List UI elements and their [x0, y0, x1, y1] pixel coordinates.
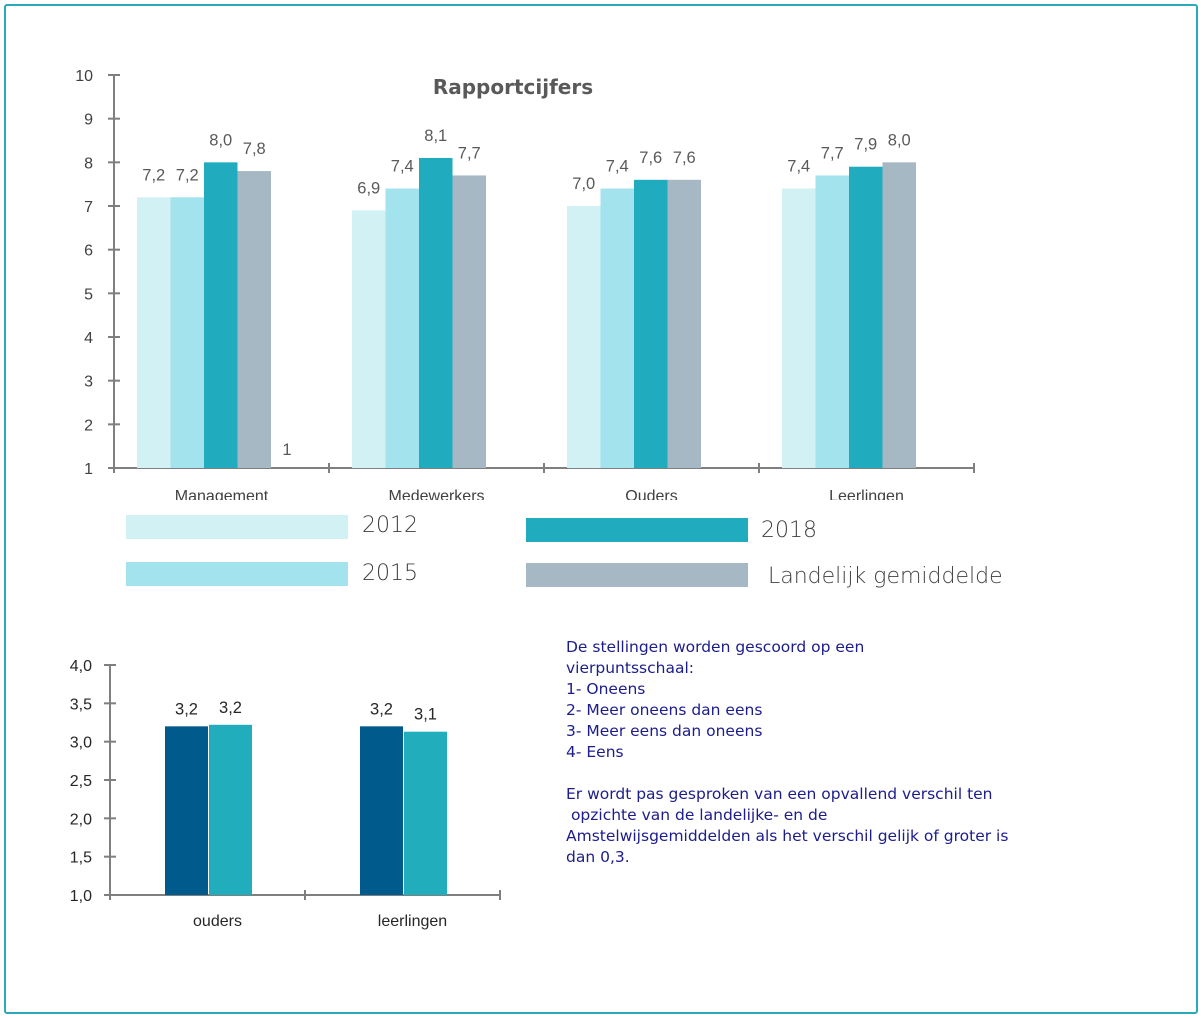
data-label: 7,4 — [391, 158, 414, 176]
explanation-line: 1- Oneens — [566, 680, 646, 698]
legend-label-2015: 2015 — [362, 561, 418, 586]
data-label: 7,4 — [606, 158, 629, 176]
explanation-line: 4- Eens — [566, 743, 624, 761]
y-tick-label: 3,0 — [70, 735, 92, 752]
y-tick-label: 1,5 — [70, 850, 92, 867]
y-tick-label: 5 — [84, 286, 93, 303]
bar — [352, 210, 386, 468]
bar — [204, 162, 238, 469]
bar — [452, 175, 486, 468]
legend-swatch-2018 — [526, 518, 748, 542]
y-tick-label: 2,0 — [70, 811, 92, 828]
y-tick-label: 2,5 — [70, 773, 92, 790]
bar — [209, 724, 252, 895]
explanation-line: vierpuntsschaal: — [566, 659, 694, 677]
x-category-label: ouders — [193, 913, 242, 930]
bar — [170, 197, 204, 468]
y-tick-label: 6 — [84, 243, 93, 260]
data-label: 8,1 — [424, 127, 447, 145]
bar — [849, 166, 883, 468]
data-label: 7,7 — [458, 144, 481, 162]
page-frame — [4, 4, 1198, 1014]
data-label: 7,7 — [821, 144, 844, 162]
legend-label-2018: 2018 — [761, 518, 817, 543]
bar — [404, 731, 447, 895]
y-tick-label: 3 — [84, 374, 93, 391]
x-category-label: Medewerkers — [388, 488, 484, 500]
legend-swatch-2015 — [126, 562, 348, 586]
data-label: 3,1 — [414, 706, 437, 724]
explanation-line: opzichte van de landelijke- en de — [566, 806, 828, 824]
y-tick-label: 7 — [84, 199, 93, 216]
x-category-label: leerlingen — [378, 913, 447, 930]
bar — [567, 206, 601, 468]
bar — [165, 726, 208, 895]
y-tick-label: 1 — [84, 461, 93, 478]
data-label: 7,4 — [787, 158, 810, 176]
x-category-label: Ouders — [625, 488, 677, 500]
explanation-line — [566, 763, 1126, 784]
y-tick-label: 8 — [84, 155, 93, 172]
explanation-line: 3- Meer eens dan oneens — [566, 722, 763, 740]
rapportcijfers-chart: Rapportcijfers 1 2 3 4 5 6 7 8 9 10 7,2 7,2 8,0 7,8 Ma… — [75, 68, 975, 500]
data-label: 7,0 — [572, 175, 595, 193]
explanation-line: dan 0,3. — [566, 848, 630, 866]
explanation-line: Amstelwijsgemiddelden als het verschil g… — [566, 827, 1009, 845]
x-category-label: Leerlingen — [829, 488, 904, 500]
data-label: 3,2 — [370, 700, 393, 718]
explanation-text: De stellingen worden gescoord op een vier… — [566, 637, 1126, 868]
data-label: 7,8 — [243, 140, 266, 158]
legend-label-2012: 2012 — [362, 513, 418, 538]
data-label: 7,6 — [639, 149, 662, 167]
data-label: 3,2 — [175, 700, 198, 718]
data-label: 7,6 — [673, 149, 696, 167]
bar — [600, 188, 634, 469]
y-tick-label: 4,0 — [70, 658, 92, 675]
y-tick-label: 4 — [84, 330, 93, 347]
explanation-line: De stellingen worden gescoord op een — [566, 638, 865, 656]
stray-data-label: 1 — [282, 441, 291, 459]
y-tick-label: 3,5 — [70, 696, 92, 713]
explanation-line: Er wordt pas gesproken van een opvallend… — [566, 785, 993, 803]
y-tick-label: 10 — [75, 68, 93, 85]
score-chart: 1,0 1,5 2,0 2,5 3,0 3,5 4,0 3,2 3,2 ouders 3,2 3,1 l… — [70, 658, 501, 930]
bar — [815, 175, 849, 468]
legend-label-landelijk: Landelijk gemiddelde — [768, 564, 1003, 589]
bar — [419, 157, 453, 468]
bar — [634, 179, 668, 469]
data-label: 6,9 — [357, 179, 380, 197]
legend-swatch-2012 — [126, 515, 348, 539]
bar — [237, 171, 271, 469]
bar — [667, 179, 701, 469]
chart-title: Rapportcijfers — [433, 75, 593, 99]
data-label: 8,0 — [888, 131, 911, 149]
bar — [782, 188, 816, 469]
y-tick-label: 9 — [84, 112, 93, 129]
y-tick-label: 1,0 — [70, 888, 92, 905]
data-label: 7,9 — [854, 136, 877, 154]
data-label: 3,2 — [219, 699, 242, 717]
legend-swatch-landelijk — [526, 563, 748, 587]
x-category-label: Management — [175, 488, 269, 500]
data-label: 8,0 — [209, 131, 232, 149]
data-label: 7,2 — [176, 166, 199, 184]
bar — [882, 162, 916, 469]
y-tick-label: 2 — [84, 417, 93, 434]
data-label: 7,2 — [142, 166, 165, 184]
bar — [360, 726, 403, 895]
bar — [385, 188, 419, 469]
bar — [137, 197, 171, 468]
explanation-line: 2- Meer oneens dan eens — [566, 701, 763, 719]
